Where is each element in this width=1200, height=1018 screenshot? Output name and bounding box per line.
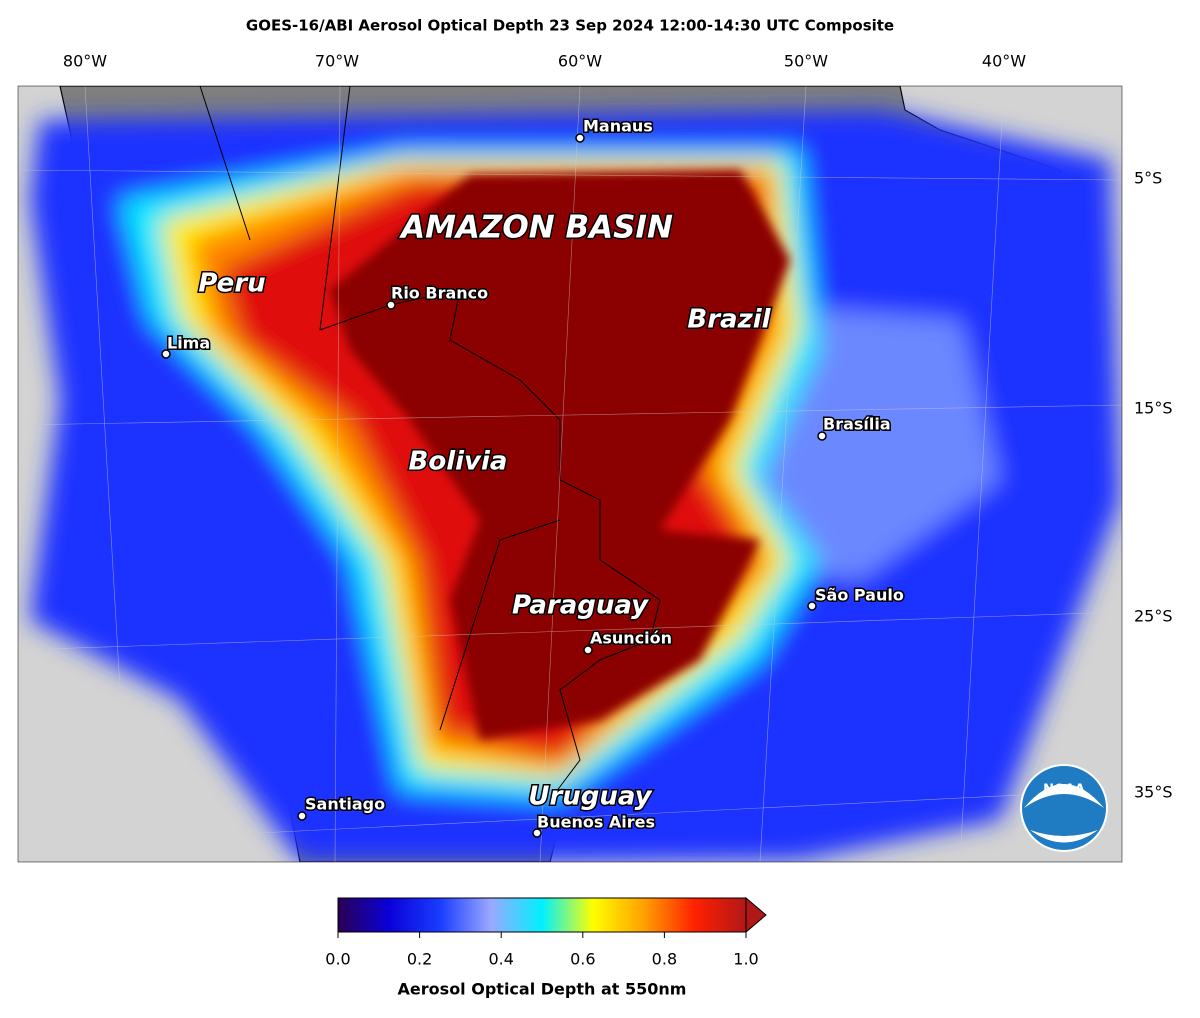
lon-label: 80°W	[63, 52, 107, 71]
city-dot	[161, 349, 171, 359]
region-label: Bolivia	[409, 447, 508, 477]
logo-text: NOAA	[1043, 783, 1085, 798]
title: GOES-16/ABI Aerosol Optical Depth 23 Sep…	[246, 17, 894, 35]
colorbar-label: Aerosol Optical Depth at 550nm	[398, 980, 687, 999]
city-dot	[532, 828, 542, 838]
regions: AMAZON BASIN Peru Brazil Bolivia Paragua…	[197, 208, 773, 813]
city-label: Brasília	[823, 415, 891, 434]
city-label: São Paulo	[815, 586, 904, 605]
lat-label: 35°S	[1134, 783, 1173, 802]
lat-labels: 5°S 15°S 25°S 35°S	[1134, 169, 1173, 802]
lon-label: 60°W	[558, 52, 602, 71]
region-label: Uruguay	[528, 782, 652, 812]
city-label: Lima	[167, 334, 210, 353]
city-dot	[817, 431, 827, 441]
city-label: Rio Branco	[391, 284, 488, 303]
lon-labels: 80°W 70°W 60°W 50°W 40°W	[63, 52, 1026, 71]
region-label: Peru	[198, 269, 265, 299]
lon-label: 50°W	[784, 52, 828, 71]
region-label: Brazil	[687, 305, 771, 335]
colorbar-tick-label: 0.6	[570, 950, 595, 969]
lat-label: 25°S	[1134, 607, 1173, 626]
colorbar-tick-label: 0.0	[325, 950, 350, 969]
cities: Manaus Rio Branco Lima Brasília São Paul…	[161, 115, 905, 838]
city-label: Buenos Aires	[537, 813, 655, 832]
region-label: Paraguay	[512, 591, 649, 621]
lat-label: 5°S	[1134, 169, 1162, 188]
colorbar: Aerosol Optical Depth at 550nm 0.0 0.2 0.4…	[325, 896, 767, 999]
region-label: AMAZON BASIN	[398, 210, 673, 246]
lon-label: 40°W	[982, 52, 1026, 71]
logo-bird	[1024, 784, 1104, 808]
colorbar-tick-label: 0.4	[488, 950, 513, 969]
city-dot	[297, 811, 307, 821]
logo-wave	[1030, 830, 1098, 843]
noaa-logo: NOAA	[1020, 764, 1108, 852]
city-dot	[807, 601, 817, 611]
logo-circle	[1020, 764, 1108, 852]
colorbar-tick-label: 0.8	[652, 950, 677, 969]
colorbar-tick-label: 1.0	[733, 950, 758, 969]
borders	[199, 86, 661, 801]
map-frame	[17, 85, 1123, 863]
colorbar-extend	[745, 896, 767, 934]
city-dot	[386, 300, 396, 310]
graticule	[18, 86, 1122, 862]
lat-label: 15°S	[1134, 399, 1173, 418]
city-dot	[575, 133, 585, 143]
colorbar-tick-label: 0.2	[407, 950, 432, 969]
lon-label: 70°W	[315, 52, 359, 71]
city-dot	[583, 645, 593, 655]
city-label: Manaus	[583, 117, 653, 136]
city-label: Santiago	[305, 795, 385, 814]
map	[18, 86, 1122, 862]
city-label: Asunción	[590, 629, 672, 648]
colorbar-bar	[337, 897, 747, 933]
